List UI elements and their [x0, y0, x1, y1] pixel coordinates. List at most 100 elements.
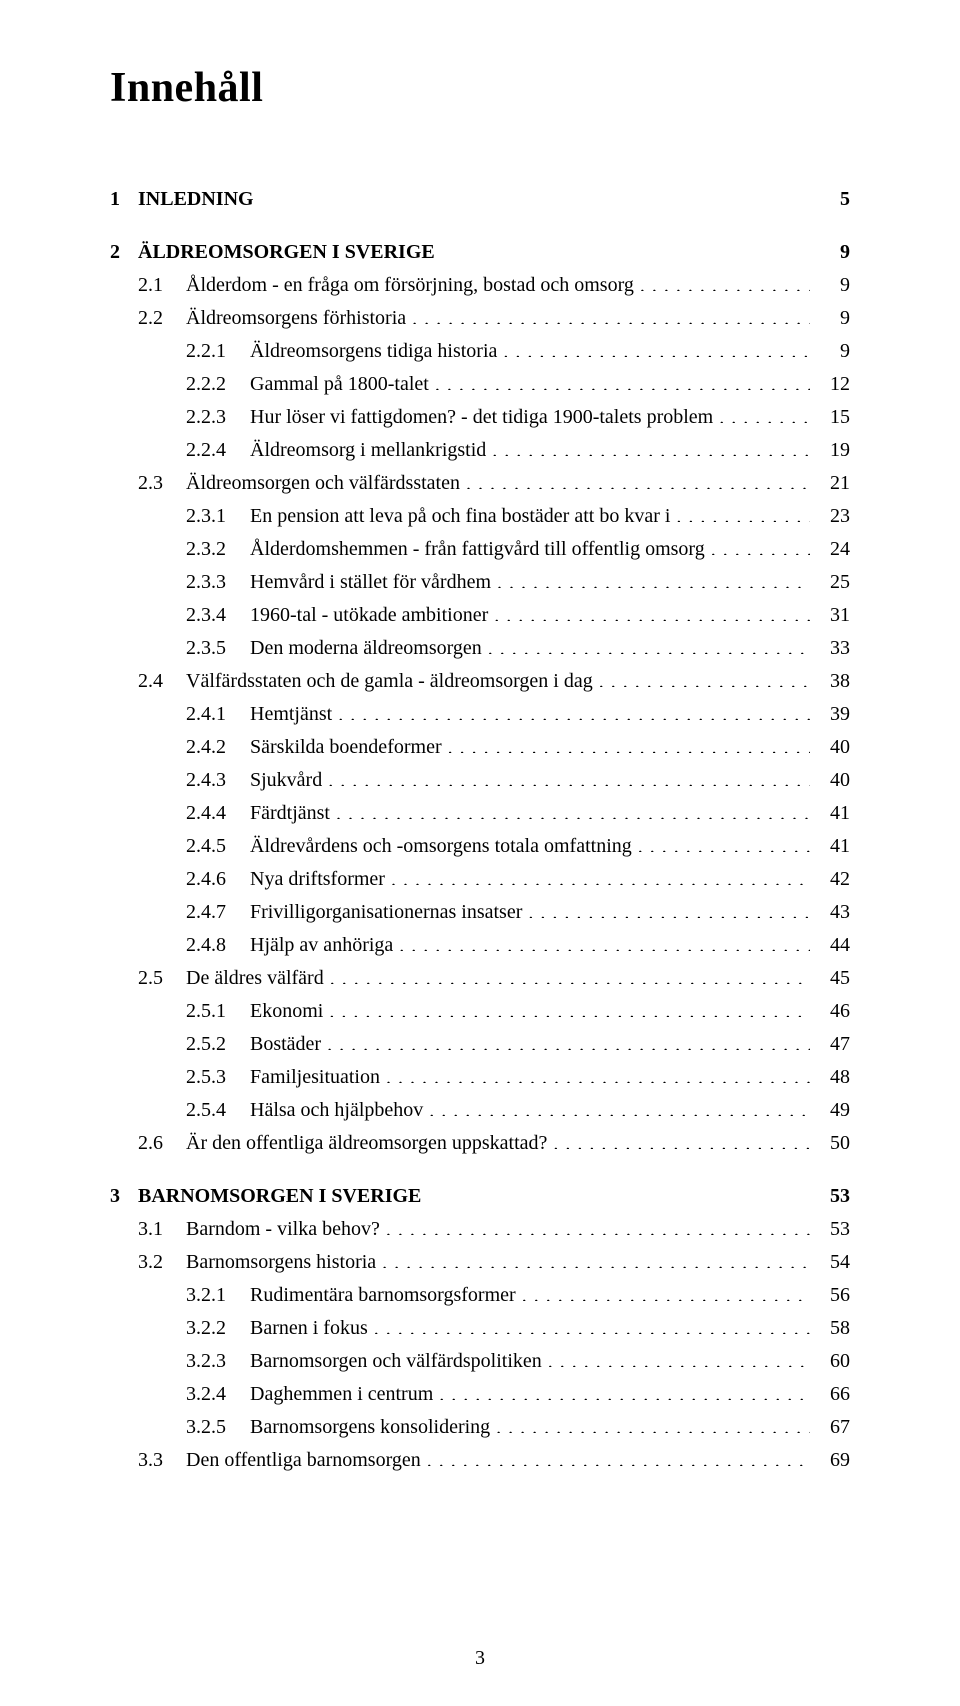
toc-entry: 2.4.2Särskilda boendeformer 40 [110, 732, 850, 763]
toc-entry-number: 2.5.2 [186, 1029, 250, 1060]
toc-entry-label: Färdtjänst [250, 798, 336, 829]
toc-entry-label: Barndom - vilka behov? [186, 1214, 386, 1245]
toc-entry-label: Den moderna äldreomsorgen [250, 633, 488, 664]
toc-dot-leaders [466, 469, 810, 489]
toc-entry-label: Barnomsorgens konsolidering [250, 1412, 496, 1443]
toc-entry-page: 58 [810, 1313, 850, 1344]
toc-entry-label: Rudimentära barnomsorgsformer [250, 1280, 522, 1311]
toc-entry-number: 2.5 [138, 963, 186, 994]
toc-entry-label: De äldres välfärd [186, 963, 330, 994]
toc-entry: 2.3.5Den moderna äldreomsorgen33 [110, 633, 850, 664]
toc-entry-number: 2.3.1 [186, 501, 250, 532]
toc-dot-leaders [528, 898, 810, 918]
toc-entry-page: 39 [810, 699, 850, 730]
toc-entry-page: 50 [810, 1128, 850, 1159]
toc-dot-leaders [719, 403, 810, 423]
toc-entry-page: 42 [810, 864, 850, 895]
toc-entry-page: 53 [810, 1181, 850, 1212]
toc-entry-number: 2.2.1 [186, 336, 250, 367]
toc-entry: 2.5.1Ekonomi46 [110, 996, 850, 1027]
toc-entry-label: Äldreomsorgen och välfärdsstaten [186, 468, 466, 499]
toc-entry-number: 2.4 [138, 666, 186, 697]
toc-entry-number: 2 [110, 237, 138, 268]
toc-entry-number: 2.3 [138, 468, 186, 499]
toc-entry-label: Välfärdsstaten och de gamla - äldreomsor… [186, 666, 599, 697]
toc-entry-label: ÄLDREOMSORGEN I SVERIGE [138, 237, 441, 268]
toc-entry-page: 23 [810, 501, 850, 532]
toc-entry: 2.3Äldreomsorgen och välfärdsstaten 21 [110, 468, 850, 499]
toc-entry-label: INLEDNING [138, 184, 260, 215]
toc-entry: 2.2.4Äldreomsorg i mellankrigstid19 [110, 435, 850, 466]
toc-entry-page: 46 [810, 996, 850, 1027]
toc-entry: 3.2Barnomsorgens historia54 [110, 1247, 850, 1278]
toc-entry-page: 19 [810, 435, 850, 466]
toc-entry-label: Särskilda boendeformer [250, 732, 448, 763]
toc-entry: 3.3Den offentliga barnomsorgen69 [110, 1445, 850, 1476]
toc-entry-number: 3 [110, 1181, 138, 1212]
toc-entry-page: 9 [810, 270, 850, 301]
toc-entry-number: 2.4.4 [186, 798, 250, 829]
toc-entry: 2.4.5Äldrevårdens och -omsorgens totala … [110, 831, 850, 862]
toc-dot-leaders [488, 634, 810, 654]
toc-dot-leaders [494, 601, 810, 621]
toc-entry-number: 2.4.8 [186, 930, 250, 961]
toc-entry-label: Är den offentliga äldreomsorgen uppskatt… [186, 1128, 553, 1159]
toc-entry-label: Den offentliga barnomsorgen [186, 1445, 427, 1476]
toc-entry: 2.5.2Bostäder 47 [110, 1029, 850, 1060]
toc-entry-number: 2.3.4 [186, 600, 250, 631]
toc-entry: 2.6Är den offentliga äldreomsorgen uppsk… [110, 1128, 850, 1159]
toc-dot-leaders [439, 1380, 810, 1400]
toc-dot-leaders [374, 1314, 810, 1334]
toc-dot-leaders [548, 1347, 810, 1367]
toc-entry: 2.3.41960-tal - utökade ambitioner31 [110, 600, 850, 631]
toc-entry-label: Daghemmen i centrum [250, 1379, 439, 1410]
toc-entry-number: 3.2.1 [186, 1280, 250, 1311]
toc-entry-label: Ålderdom - en fråga om försörjning, bost… [186, 270, 640, 301]
toc-entry-label: Hemtjänst [250, 699, 338, 730]
toc-dot-leaders [399, 931, 810, 951]
toc-entry-page: 25 [810, 567, 850, 598]
toc-entry-page: 21 [810, 468, 850, 499]
toc-entry: 2.1Ålderdom - en fråga om försörjning, b… [110, 270, 850, 301]
toc-entry-page: 40 [810, 732, 850, 763]
toc-entry-number: 2.2.3 [186, 402, 250, 433]
toc-entry: 3.2.3Barnomsorgen och välfärdspolitiken6… [110, 1346, 850, 1377]
toc-dot-leaders [391, 865, 810, 885]
toc-entry-page: 54 [810, 1247, 850, 1278]
toc-entry-number: 2.4.2 [186, 732, 250, 763]
toc-entry-page: 53 [810, 1214, 850, 1245]
toc-entry-page: 47 [810, 1029, 850, 1060]
toc-dot-leaders [599, 667, 810, 687]
toc-dot-leaders [338, 700, 810, 720]
document-page: Innehåll 1INLEDNING52ÄLDREOMSORGEN I SVE… [0, 0, 960, 1706]
toc-dot-leaders [497, 568, 810, 588]
table-of-contents: 1INLEDNING52ÄLDREOMSORGEN I SVERIGE92.1Å… [110, 184, 850, 1476]
toc-entry-page: 9 [810, 237, 850, 268]
toc-entry-number: 2.3.3 [186, 567, 250, 598]
toc-entry-page: 5 [810, 184, 850, 215]
toc-entry-label: Hjälp av anhöriga [250, 930, 399, 961]
toc-entry-label: Hur löser vi fattigdomen? - det tidiga 1… [250, 402, 719, 433]
toc-entry-page: 12 [810, 369, 850, 400]
toc-entry-number: 2.4.6 [186, 864, 250, 895]
toc-entry-page: 60 [810, 1346, 850, 1377]
toc-entry: 2.4.8Hjälp av anhöriga 44 [110, 930, 850, 961]
toc-entry: 3.2.4Daghemmen i centrum66 [110, 1379, 850, 1410]
toc-dot-leaders [640, 271, 810, 291]
toc-entry-number: 3.2.5 [186, 1412, 250, 1443]
toc-dot-leaders [386, 1063, 810, 1083]
toc-entry-page: 44 [810, 930, 850, 961]
toc-entry: 2.4.1Hemtjänst39 [110, 699, 850, 730]
toc-entry-label: Bostäder [250, 1029, 327, 1060]
toc-entry-label: Äldreomsorgens tidiga historia [250, 336, 503, 367]
toc-dot-leaders [386, 1215, 810, 1235]
toc-dot-leaders [429, 1096, 810, 1116]
toc-entry-label: Äldreomsorg i mellankrigstid [250, 435, 492, 466]
toc-entry-label: Hemvård i stället för vårdhem [250, 567, 497, 598]
toc-entry: 3BARNOMSORGEN I SVERIGE 53 [110, 1181, 850, 1212]
toc-entry: 2.4.6Nya driftsformer42 [110, 864, 850, 895]
toc-entry-number: 3.2 [138, 1247, 186, 1278]
toc-entry-label: BARNOMSORGEN I SVERIGE [138, 1181, 427, 1212]
toc-entry-page: 38 [810, 666, 850, 697]
toc-entry-number: 2.3.2 [186, 534, 250, 565]
